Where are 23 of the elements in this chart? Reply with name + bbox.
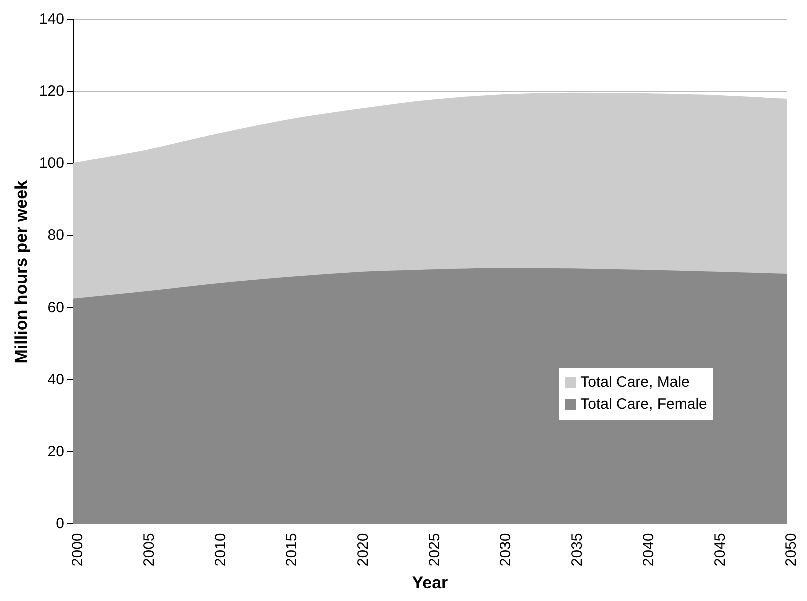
x-axis-title: Year bbox=[412, 573, 449, 592]
y-tick-label: 140 bbox=[39, 11, 64, 28]
y-tick-label: 0 bbox=[56, 515, 64, 532]
x-tick-label: 2005 bbox=[140, 533, 158, 567]
x-tick-label: 2020 bbox=[354, 533, 372, 567]
x-tick-label: 2050 bbox=[783, 533, 800, 567]
y-tick-label: 120 bbox=[39, 83, 64, 100]
x-tick-label: 2040 bbox=[640, 533, 658, 567]
y-tick-label: 60 bbox=[48, 299, 64, 316]
x-tick-label: 2010 bbox=[212, 533, 230, 567]
x-tick-label: 2000 bbox=[70, 533, 87, 567]
y-axis-title: Million hours per week bbox=[12, 180, 31, 364]
x-tick-label: 2030 bbox=[498, 533, 515, 567]
legend-label: Total Care, Female bbox=[580, 394, 708, 415]
x-tick-label: 2035 bbox=[569, 533, 586, 567]
x-tick-label: 2025 bbox=[426, 533, 444, 567]
y-tick-label: 40 bbox=[48, 371, 64, 388]
y-tick-label: 80 bbox=[48, 227, 64, 244]
y-tick-label: 20 bbox=[48, 443, 64, 460]
y-tick-label: 100 bbox=[39, 155, 64, 172]
legend-label: Total Care, Male bbox=[580, 372, 690, 393]
x-tick-label: 2045 bbox=[712, 533, 729, 567]
x-tick-label: 2015 bbox=[284, 533, 301, 567]
